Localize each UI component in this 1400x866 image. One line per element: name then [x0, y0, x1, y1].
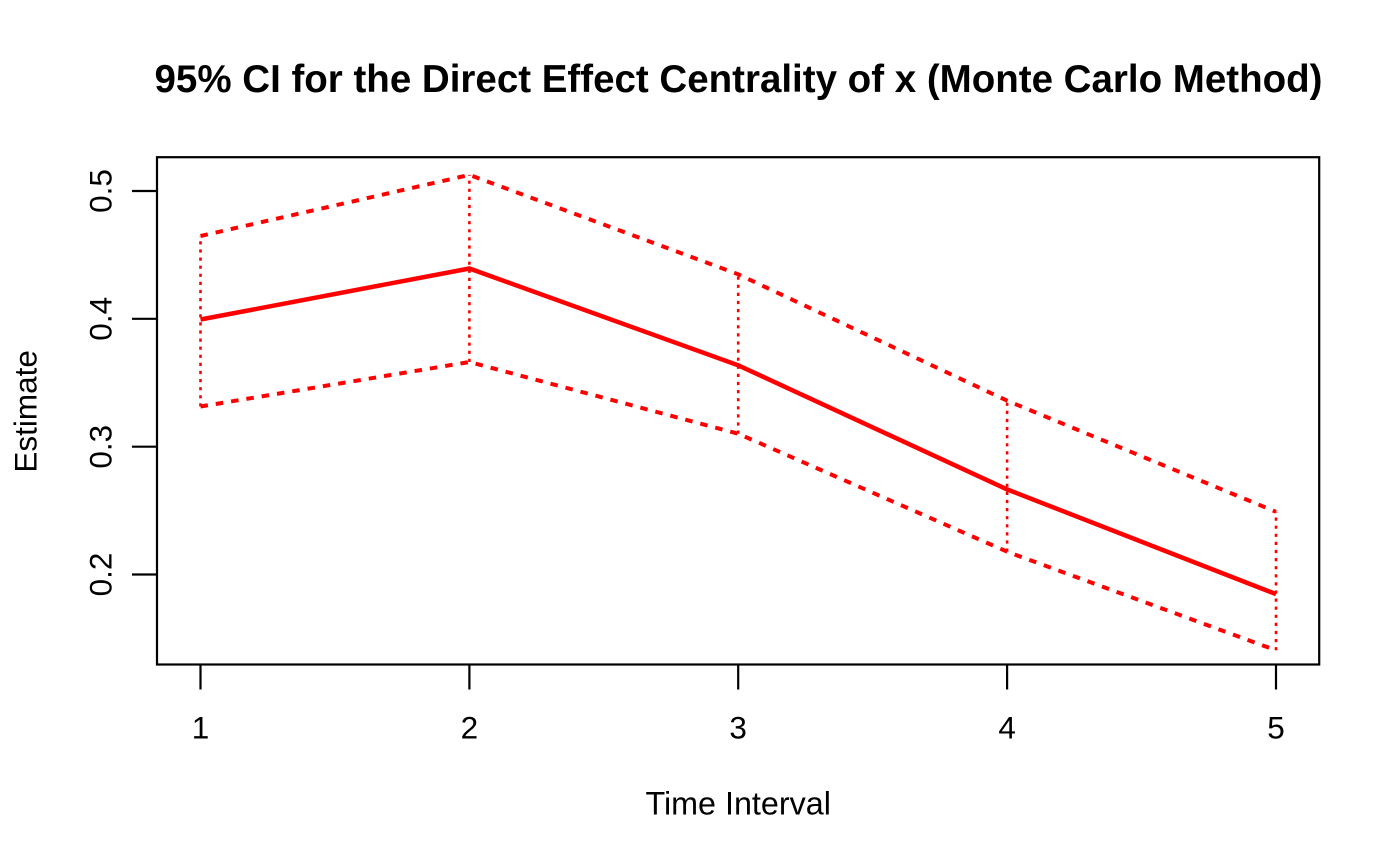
svg-text:0.5: 0.5 — [83, 169, 119, 213]
svg-text:0.3: 0.3 — [83, 425, 119, 469]
svg-text:0.4: 0.4 — [83, 297, 119, 341]
svg-text:95% CI for the Direct Effect C: 95% CI for the Direct Effect Centrality … — [155, 58, 1323, 101]
svg-text:1: 1 — [192, 710, 210, 746]
svg-text:5: 5 — [1267, 710, 1285, 746]
svg-text:2: 2 — [461, 710, 479, 746]
svg-text:Time Interval: Time Interval — [645, 786, 830, 822]
svg-text:0.2: 0.2 — [83, 553, 119, 597]
svg-text:3: 3 — [729, 710, 747, 746]
svg-text:4: 4 — [998, 710, 1016, 746]
svg-text:Estimate: Estimate — [7, 350, 43, 473]
